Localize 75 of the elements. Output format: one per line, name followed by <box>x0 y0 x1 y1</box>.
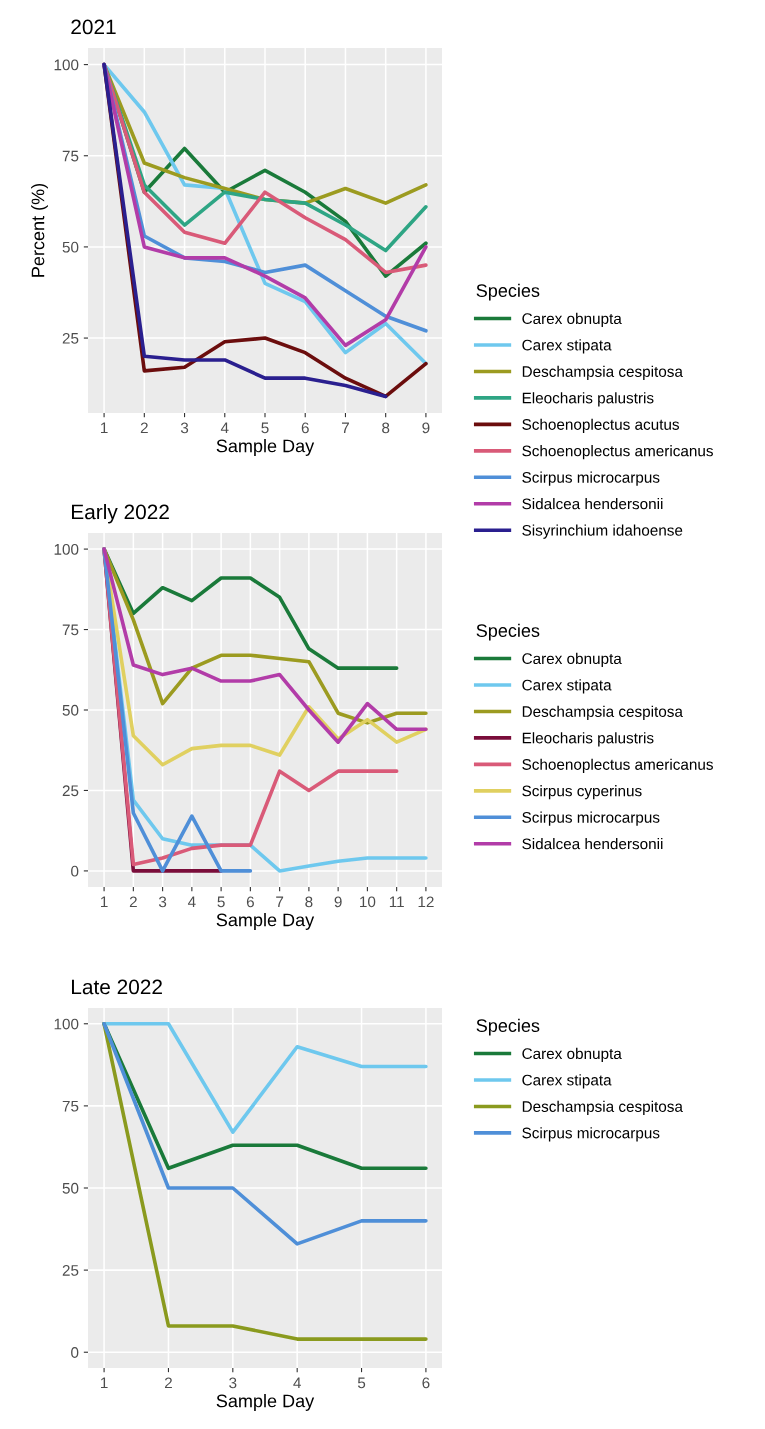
legend-label: Sidalcea hendersonii <box>522 838 663 850</box>
legend-label: Scirpus microcarpus <box>522 1127 660 1142</box>
chart-title: Late 2022 <box>72 979 162 995</box>
x-tick-label: 3 <box>158 896 167 908</box>
x-tick-label: 6 <box>301 422 309 434</box>
y-tick-label: 100 <box>54 1018 79 1030</box>
chart-title: Early 2022 <box>72 504 169 524</box>
y-tick-label: 0 <box>71 865 79 877</box>
x-tick-label: 1 <box>101 1377 108 1389</box>
legend-label: Carex obnupta <box>522 652 622 668</box>
x-tick-label: 9 <box>334 896 342 908</box>
legend-label: Scirpus microcarpus <box>522 471 660 486</box>
x-tick-label: 4 <box>187 896 196 908</box>
legend-label: Carex obnupta <box>522 1047 622 1063</box>
line-series <box>102 1021 428 1134</box>
legend-label: Deschampsia cespitosa <box>522 705 683 720</box>
legend-label: Carex obnupta <box>522 312 622 328</box>
y-tick-label: 100 <box>54 543 79 555</box>
x-tick-label: 5 <box>261 422 269 434</box>
y-tick-label: 100 <box>54 59 79 71</box>
y-tick-label: 50 <box>62 1182 79 1194</box>
legend-label: Sisyrinchium idahoense <box>522 524 683 539</box>
legend-label: Eleocharis palustris <box>522 732 654 747</box>
x-axis-title: Sample Day <box>216 1394 315 1411</box>
y-tick-label: 75 <box>62 624 79 636</box>
x-tick-label: 2 <box>140 422 148 434</box>
legend-label: Carex stipata <box>522 679 612 694</box>
x-tick-label: 5 <box>217 896 225 908</box>
y-tick-label: 0 <box>71 1347 79 1358</box>
x-tick-label: 1 <box>101 422 108 434</box>
line-series <box>102 547 253 873</box>
y-tick-label: 75 <box>62 150 79 162</box>
x-tick-label: 2 <box>129 896 137 908</box>
y-tick-label: 25 <box>62 1264 79 1276</box>
x-tick-label: 9 <box>422 422 430 434</box>
x-tick-label: 12 <box>418 896 434 908</box>
legend-label: Schoenoplectus americanus <box>522 445 713 460</box>
x-tick-label: 1 <box>101 896 108 908</box>
x-tick-label: 3 <box>229 1377 237 1389</box>
x-axis-title: Sample Day <box>216 913 315 930</box>
line-series <box>102 1021 428 1246</box>
x-tick-label: 8 <box>305 896 313 908</box>
y-axis-title: Percent (%) <box>31 183 48 277</box>
x-tick-label: 5 <box>357 1377 366 1389</box>
x-tick-label: 7 <box>276 896 284 908</box>
x-tick-label: 2 <box>164 1377 172 1389</box>
y-tick-label: 75 <box>62 1100 79 1112</box>
legend-title: Species <box>476 283 540 301</box>
x-tick-label: 4 <box>220 422 229 434</box>
y-tick-label: 50 <box>62 704 79 716</box>
legend-title: Species <box>476 1018 540 1036</box>
y-tick-label: 25 <box>62 332 79 344</box>
legend-label: Deschampsia cespitosa <box>522 365 683 380</box>
legend-label: Scirpus microcarpus <box>522 811 660 826</box>
x-tick-label: 4 <box>293 1377 301 1389</box>
x-axis-title: Sample Day <box>216 439 315 456</box>
x-tick-label: 3 <box>180 422 189 434</box>
legend-label: Scirpus cyperinus <box>522 785 642 800</box>
x-tick-label: 6 <box>246 896 254 908</box>
legend-label: Sidalcea hendersonii <box>522 498 663 510</box>
legend-label: Deschampsia cespitosa <box>522 1100 683 1115</box>
legend-label: Schoenoplectus acutus <box>522 418 680 433</box>
y-tick-label: 25 <box>62 785 79 797</box>
x-tick-label: 7 <box>341 422 349 434</box>
x-tick-label: 8 <box>382 422 390 434</box>
legend-label: Carex stipata <box>522 339 612 354</box>
x-tick-label: 10 <box>360 896 376 908</box>
legend-label: Eleocharis palustris <box>522 392 654 407</box>
legend-label: Carex stipata <box>522 1074 612 1089</box>
x-tick-label: 6 <box>422 1377 430 1389</box>
y-tick-label: 50 <box>62 241 79 253</box>
legend-label: Schoenoplectus americanus <box>522 758 713 773</box>
x-tick-label: 11 <box>389 896 404 908</box>
legend-title: Species <box>476 623 540 641</box>
chart-title: 2021 <box>71 19 116 35</box>
